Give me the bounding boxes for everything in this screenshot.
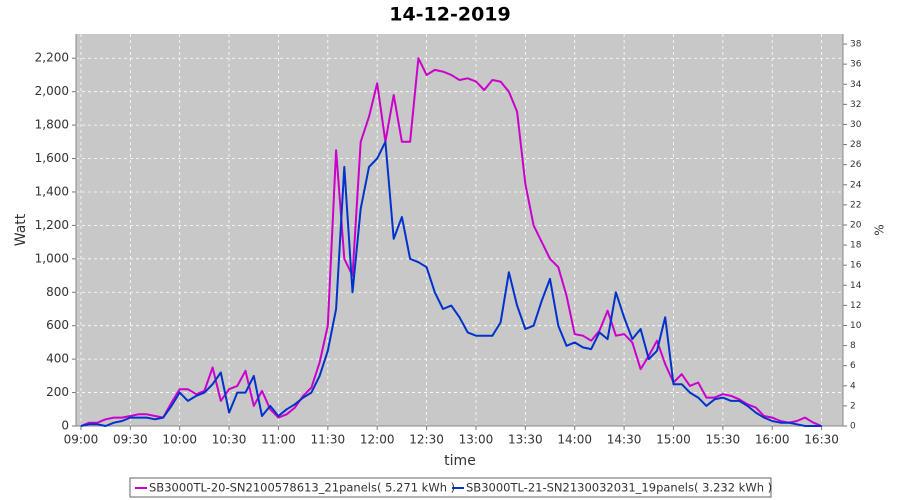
x-tick-label: 09:00 bbox=[64, 433, 99, 447]
y2-tick-label: 24 bbox=[850, 180, 862, 190]
y-tick-label: 2,000 bbox=[35, 84, 69, 98]
y-tick-label: 600 bbox=[46, 318, 69, 332]
y2-tick-label: 36 bbox=[850, 60, 862, 70]
y2-tick-label: 16 bbox=[850, 261, 862, 271]
y2-tick-label: 20 bbox=[850, 220, 862, 230]
chart-title: 14-12-2019 bbox=[389, 4, 511, 26]
y2-tick-label: 38 bbox=[850, 40, 862, 50]
x-tick-label: 10:30 bbox=[212, 433, 247, 447]
y2-tick-label: 32 bbox=[850, 100, 861, 110]
legend bbox=[129, 477, 772, 498]
legend-label: SB3000TL-21-SN2130032031_19panels( 3.232… bbox=[466, 481, 772, 495]
x-tick-label: 12:30 bbox=[409, 433, 444, 447]
x-tick-label: 10:00 bbox=[162, 433, 197, 447]
x-tick-label: 15:00 bbox=[656, 433, 691, 447]
y2-tick-label: 18 bbox=[850, 241, 862, 251]
y2-tick-label: 34 bbox=[850, 80, 862, 90]
y2-tick-label: 6 bbox=[850, 361, 856, 371]
x-axis-label: time bbox=[444, 453, 476, 469]
x-tick-label: 11:00 bbox=[261, 433, 296, 447]
x-tick-label: 15:30 bbox=[706, 433, 741, 447]
x-tick-label: 11:30 bbox=[311, 433, 346, 447]
y-axis-label: Watt bbox=[13, 213, 29, 246]
y2-tick-label: 2 bbox=[850, 401, 856, 411]
y2-tick-label: 14 bbox=[850, 281, 862, 291]
x-tick-label: 16:30 bbox=[804, 433, 839, 447]
y-tick-label: 200 bbox=[46, 385, 69, 399]
series-line bbox=[80, 140, 822, 427]
y-tick-label: 1,000 bbox=[35, 251, 69, 265]
x-tick-label: 12:00 bbox=[360, 433, 395, 447]
y-tick-label: 0 bbox=[61, 419, 69, 433]
y2-tick-label: 0 bbox=[850, 422, 856, 432]
y-tick-label: 1,200 bbox=[35, 218, 69, 232]
x-tick-label: 13:30 bbox=[508, 433, 543, 447]
series-line bbox=[80, 57, 822, 427]
y2-tick-label: 26 bbox=[850, 160, 862, 170]
y-tick-label: 2,200 bbox=[35, 51, 69, 65]
x-tick-label: 09:30 bbox=[113, 433, 148, 447]
legend-label: SB3000TL-20-SN2100578613_21panels( 5.271… bbox=[149, 481, 455, 495]
x-tick-label: 16:00 bbox=[755, 433, 790, 447]
y2-axis-label: % bbox=[873, 224, 887, 235]
x-tick-label: 14:30 bbox=[607, 433, 642, 447]
y2-tick-label: 30 bbox=[850, 120, 862, 130]
y-tick-label: 800 bbox=[46, 285, 69, 299]
y-tick-label: 1,400 bbox=[35, 184, 69, 198]
y2-tick-label: 4 bbox=[850, 381, 856, 391]
x-tick-label: 14:00 bbox=[557, 433, 592, 447]
plot-area bbox=[76, 34, 843, 426]
y2-tick-label: 28 bbox=[850, 140, 862, 150]
y2-tick-label: 12 bbox=[850, 301, 861, 311]
y2-tick-label: 10 bbox=[850, 321, 862, 331]
y2-tick-label: 22 bbox=[850, 200, 861, 210]
y-tick-label: 1,600 bbox=[35, 151, 69, 165]
y-tick-label: 400 bbox=[46, 352, 69, 366]
y2-tick-label: 8 bbox=[850, 341, 856, 351]
x-tick-label: 13:00 bbox=[459, 433, 494, 447]
y-tick-label: 1,800 bbox=[35, 118, 69, 132]
